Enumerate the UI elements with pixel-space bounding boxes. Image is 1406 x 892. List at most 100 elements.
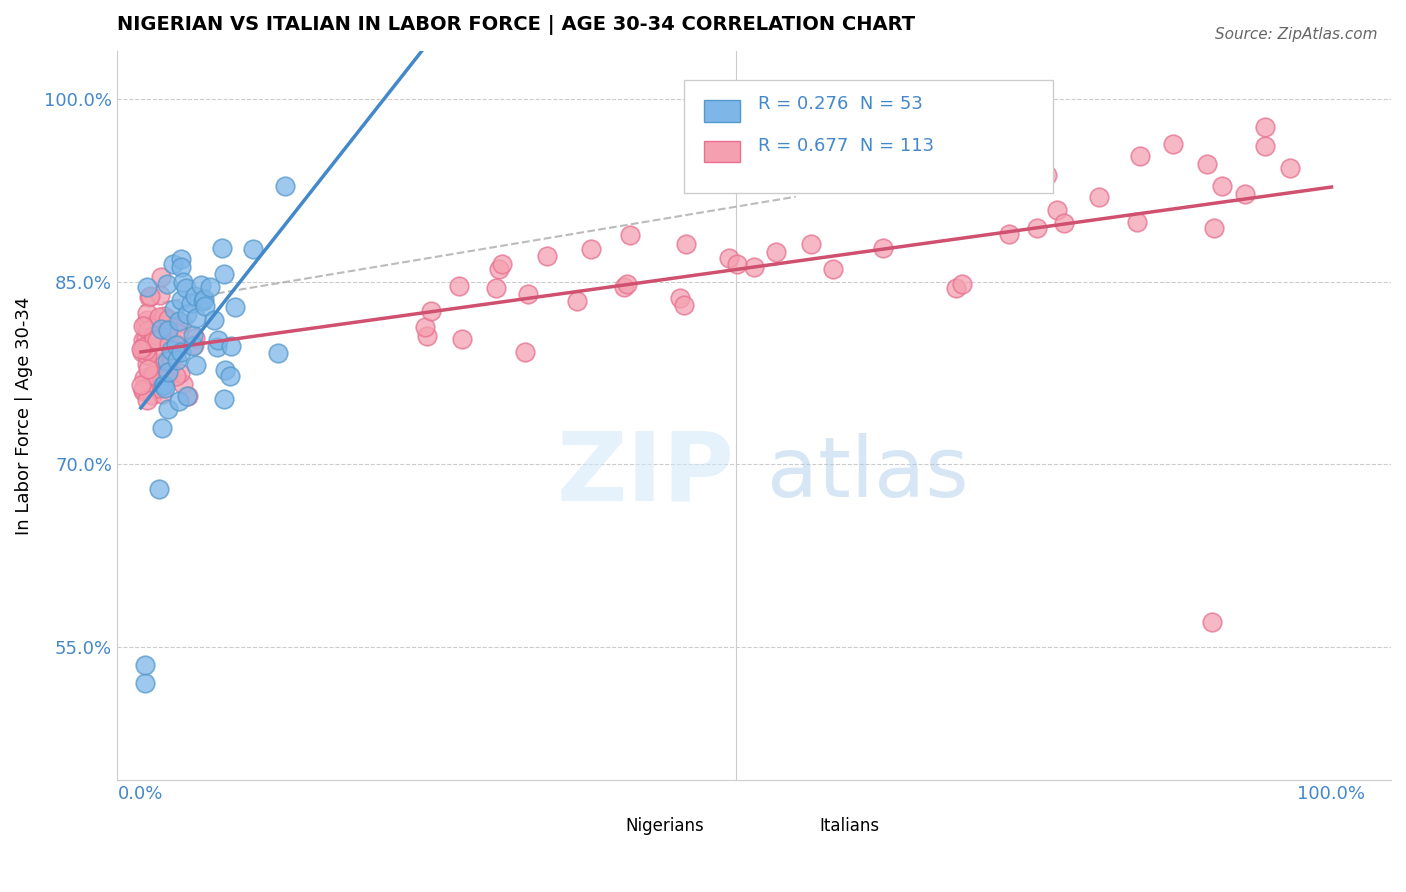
Point [141,368,163,382]
Point [156,324,179,338]
Point [488,262,510,277]
Point [135,343,157,358]
Point [565,294,588,309]
Point [166,352,188,367]
Point [717,252,740,266]
Point [135,312,157,326]
Point [132,340,155,354]
Point [218,368,240,383]
Point [139,289,162,303]
Point [184,311,207,326]
Point [135,305,157,319]
Point [765,244,787,259]
Point [1279,161,1302,175]
Point [141,388,163,402]
Point [1025,221,1047,235]
Point [413,319,436,334]
Point [150,322,173,336]
Point [135,279,157,293]
Point [184,288,207,302]
Point [1053,216,1076,230]
Point [198,279,221,293]
Point [142,329,165,343]
Point [172,275,194,289]
Point [172,316,194,330]
Point [1129,149,1152,163]
Point [742,260,765,274]
Point [1046,203,1069,218]
Point [170,344,193,359]
Text: NIGERIAN VS ITALIAN IN LABOR FORCE | AGE 30-34 CORRELATION CHART: NIGERIAN VS ITALIAN IN LABOR FORCE | AGE… [117,15,915,35]
Point [170,260,193,274]
FancyBboxPatch shape [607,824,643,843]
Point [579,242,602,256]
Text: R = 0.677  N = 113: R = 0.677 N = 113 [758,136,934,155]
Point [176,389,198,403]
Point [135,348,157,362]
Point [163,301,186,316]
Point [153,309,176,323]
Point [184,331,207,345]
Point [194,299,217,313]
Point [150,372,173,386]
Point [143,326,166,341]
Point [190,277,212,292]
Point [224,300,246,314]
Point [212,392,235,406]
Text: Nigerians: Nigerians [626,817,704,836]
Point [207,333,229,347]
Point [162,257,184,271]
Point [219,339,242,353]
Point [202,313,225,327]
Point [184,358,207,372]
Point [149,326,172,341]
Point [160,343,183,357]
Point [516,286,538,301]
Point [136,343,159,358]
Point [156,327,179,342]
Point [172,376,194,391]
Point [145,333,167,347]
Point [129,377,152,392]
FancyBboxPatch shape [683,80,1053,193]
Point [153,354,176,368]
Point [152,377,174,392]
Point [145,342,167,356]
Point [143,333,166,347]
Point [149,270,172,285]
Point [134,657,156,672]
Point [673,298,696,312]
Point [136,373,159,387]
Point [214,267,236,281]
Point [159,336,181,351]
Point [136,392,159,407]
Point [150,312,173,326]
Point [138,289,160,303]
Point [485,281,508,295]
Point [619,227,641,242]
Point [131,319,153,334]
Point [153,378,176,392]
Point [131,384,153,399]
Point [145,371,167,385]
Point [156,359,179,374]
Point [156,311,179,326]
Point [167,313,190,327]
Point [165,345,187,359]
Point [193,293,215,307]
Point [267,346,290,360]
Point [181,339,204,353]
Point [675,237,697,252]
Point [165,369,187,384]
Point [451,332,474,346]
Text: Source: ZipAtlas.com: Source: ZipAtlas.com [1215,27,1378,42]
Point [1201,615,1223,630]
Point [183,338,205,352]
Point [159,366,181,380]
Point [821,261,844,276]
Point [132,333,155,347]
Point [156,366,179,380]
Point [169,252,191,267]
Point [449,279,471,293]
Point [142,374,165,388]
